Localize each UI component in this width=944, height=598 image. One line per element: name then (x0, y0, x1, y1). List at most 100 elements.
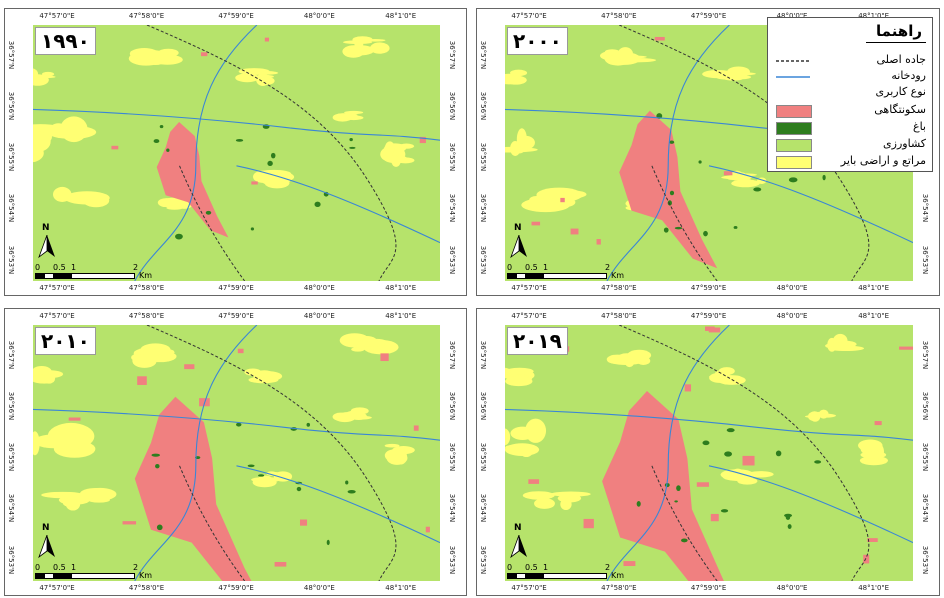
rangeland-patch (721, 175, 752, 180)
rangeland-patch (384, 141, 395, 155)
rangeland-patch (33, 143, 44, 163)
river-line (708, 165, 913, 244)
orchard-patch (724, 451, 732, 457)
longitude-tick-bottom: 48°0'0"E (776, 284, 808, 292)
rangeland-patch (350, 407, 369, 415)
legend-road-label: جاده اصلی (876, 53, 926, 66)
latitude-tick-left: 36°57'N (479, 40, 488, 69)
latitude-tick-left: 36°53'N (479, 245, 488, 274)
scale-bar-segment (543, 573, 607, 579)
road-line-icon (776, 60, 810, 62)
rangeland-patch (256, 73, 270, 87)
road-line (619, 325, 870, 581)
orchard-patch (349, 146, 356, 149)
scale-bar-label: 0.5 (53, 563, 66, 572)
scale-bar-label: 0.5 (525, 563, 538, 572)
rangeland-patch (47, 422, 95, 450)
settlement-patch (68, 417, 81, 421)
scale-bar-label: 0.5 (525, 263, 538, 272)
settlement-patch (863, 554, 870, 564)
scale-bar-label: 0 (507, 563, 513, 572)
settlement-patch (188, 183, 198, 190)
orchard-patch (151, 453, 161, 457)
land-use-map (33, 325, 440, 581)
scale-bar-label: 0.5 (53, 263, 66, 272)
agriculture-swatch (776, 139, 812, 152)
settlement-patch (184, 364, 195, 370)
river-line (708, 465, 913, 544)
latitude-tick-right: 36°54'N (921, 194, 930, 223)
orchard-patch (676, 485, 681, 492)
orchard-patch (636, 501, 641, 507)
rangeland-patch (747, 471, 774, 478)
latitude-tick-left: 36°55'N (7, 442, 16, 472)
settlement-patch (596, 239, 601, 245)
settlement-patch (380, 353, 389, 362)
longitude-tick-top: 47°59'0"E (218, 312, 254, 320)
rangeland-patch (256, 371, 270, 378)
settlement-patch (137, 376, 147, 385)
rangeland-patch (505, 428, 511, 446)
orchard-patch (155, 463, 160, 469)
orchard-patch (159, 125, 164, 129)
rangeland-swatch (776, 156, 812, 169)
map-panel-2019: 47°57'0"E 47°58'0"E 47°59'0"E 48°0'0"E 48°1'… (476, 308, 940, 596)
legend-landuse-heading: نوع کاربری (768, 84, 932, 100)
rangeland-patch (505, 367, 534, 375)
orchard-patch (247, 464, 255, 468)
longitude-tick-bottom: 47°57'0"E (39, 284, 75, 292)
orchard-patch (306, 422, 311, 427)
orchard-patch (347, 490, 356, 494)
latitude-tick-right: 36°53'N (448, 545, 457, 574)
latitude-tick-right: 36°56'N (448, 391, 457, 421)
rangeland-patch (505, 367, 511, 375)
latitude-tick-right: 36°55'N (921, 442, 930, 472)
longitude-tick-bottom: 47°59'0"E (218, 284, 254, 292)
scale-bar-unit: Km (611, 571, 625, 580)
scale-bar-label: 2 (133, 563, 139, 572)
rangeland-patch (534, 498, 555, 509)
settlement-patch (583, 518, 594, 529)
longitude-tick-bottom: 47°58'0"E (601, 284, 637, 292)
orchard-patch (669, 190, 675, 196)
year-label: ۲۰۱۰ (35, 327, 96, 355)
road-line (651, 165, 718, 281)
orchard-patch (787, 524, 792, 529)
longitude-tick-bottom: 47°57'0"E (511, 584, 547, 592)
latitude-tick-right: 36°57'N (448, 340, 457, 369)
settlement-patch (413, 425, 419, 431)
rangeland-patch (509, 69, 528, 77)
longitude-tick-bottom: 48°1'0"E (385, 584, 417, 592)
rangeland-patch (41, 71, 55, 77)
longitude-tick-bottom: 48°1'0"E (858, 584, 890, 592)
scale-bar-segment (71, 573, 135, 579)
north-arrow-icon: N (37, 223, 57, 263)
latitude-tick-right: 36°55'N (448, 142, 457, 172)
rangeland-patch (354, 341, 383, 347)
legend-rangeland-label: مراتع و اراضی بایر (840, 154, 926, 167)
rangeland-patch (737, 477, 758, 485)
scale-bar-segment (71, 273, 135, 279)
legend-row-orchard: باغ (768, 119, 932, 135)
settlement-patch (623, 561, 636, 567)
settlement-patch (274, 561, 287, 567)
settlement-patch (299, 519, 308, 526)
rangeland-patch (37, 75, 56, 79)
settlement-patch (696, 482, 709, 487)
rangeland-patch (517, 135, 535, 150)
rangeland-patch (137, 349, 175, 356)
scale-bar: 0 0.5 1 2 Km (507, 563, 627, 581)
latitude-tick-right: 36°53'N (448, 245, 457, 274)
scale-bar-label: 2 (605, 563, 611, 572)
settlement-area (619, 110, 718, 269)
longitude-tick-bottom: 48°1'0"E (858, 284, 890, 292)
latitude-tick-left: 36°53'N (7, 245, 16, 274)
orchard-patch (674, 500, 678, 503)
rangeland-patch (521, 197, 570, 213)
longitude-tick-bottom: 47°57'0"E (39, 584, 75, 592)
orchard-patch (726, 428, 735, 433)
latitude-tick-left: 36°53'N (479, 545, 488, 574)
river-line (33, 108, 440, 141)
latitude-tick-left: 36°56'N (7, 391, 16, 421)
rangeland-patch (718, 367, 735, 376)
